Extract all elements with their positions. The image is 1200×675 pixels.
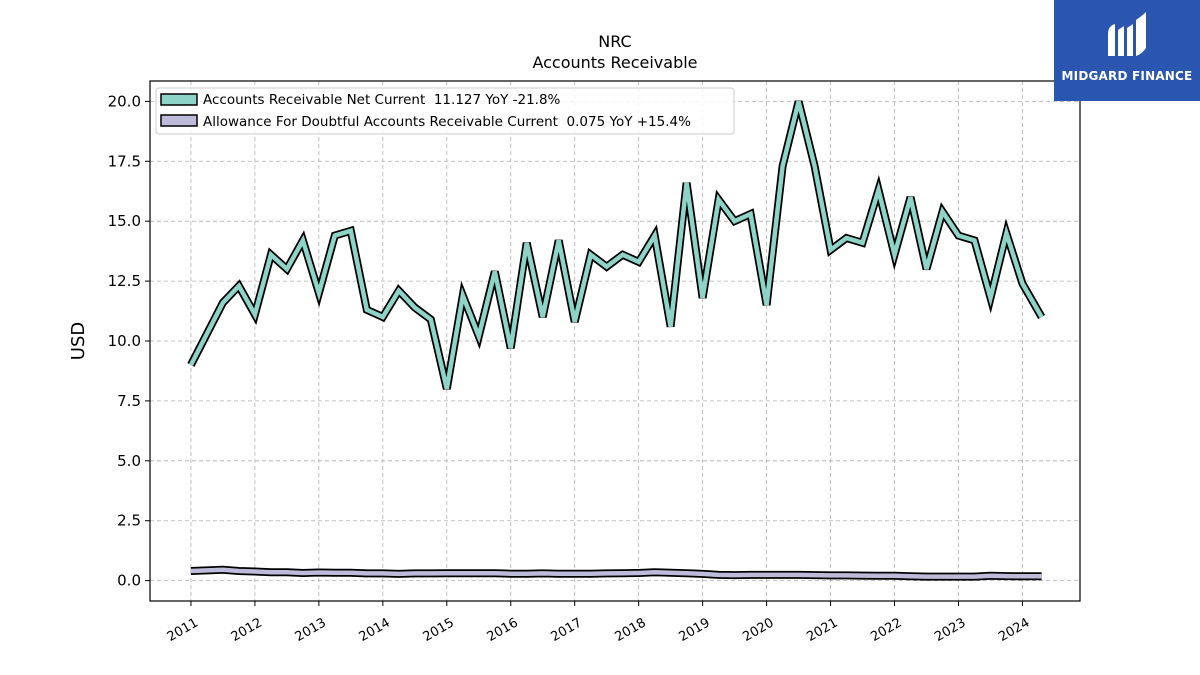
y-tick-label: 2.5 — [117, 512, 141, 530]
x-tick-label: 2015 — [421, 615, 457, 645]
y-tick-label: 12.5 — [108, 272, 141, 290]
x-tick-label: 2011 — [165, 615, 201, 645]
series-1-line — [188, 100, 1044, 390]
x-tick-label: 2017 — [549, 615, 585, 645]
legend-swatch-series-2 — [160, 114, 198, 127]
brand-name: MIDGARD FINANCE — [1061, 69, 1193, 83]
x-tick-label: 2021 — [804, 615, 840, 645]
chart-title: NRC — [598, 32, 631, 51]
y-tick-label: 5.0 — [117, 452, 141, 470]
x-tick-label: 2012 — [229, 615, 265, 645]
legend-swatch-series-1 — [160, 93, 198, 106]
chart-subtitle: Accounts Receivable — [532, 53, 697, 72]
y-tick-label: 20.0 — [108, 92, 141, 110]
y-axis-label: USD — [68, 322, 89, 360]
x-tick-label: 2013 — [293, 615, 329, 645]
x-tick-label: 2022 — [868, 615, 904, 645]
legend: Accounts Receivable Net Current 11.127 Y… — [155, 87, 735, 135]
y-tick-label: 7.5 — [117, 392, 141, 410]
legend-box — [155, 87, 735, 135]
x-tick-label: 2014 — [357, 615, 393, 645]
x-tick-label: 2023 — [932, 615, 968, 645]
x-tick-label: 2019 — [676, 615, 712, 645]
y-tick-label: 17.5 — [108, 152, 141, 170]
legend-label-series-2: Allowance For Doubtful Accounts Receivab… — [203, 114, 691, 130]
y-tick-label: 10.0 — [108, 332, 141, 350]
series-2-line — [190, 567, 1042, 579]
grid — [150, 81, 1080, 601]
x-tick-label: 2016 — [485, 615, 521, 645]
y-axis-ticks: 0.0 2.5 5.0 7.5 10.0 12.5 15.0 17.5 20.0 — [108, 92, 150, 590]
y-tick-label: 0.0 — [117, 572, 141, 590]
x-tick-label: 2018 — [613, 615, 649, 645]
legend-label-series-1: Accounts Receivable Net Current 11.127 Y… — [203, 92, 561, 108]
brand-mark-icon — [1108, 12, 1146, 56]
y-tick-label: 15.0 — [108, 212, 141, 230]
series-lines — [187, 100, 1046, 581]
x-tick-label: 2024 — [996, 615, 1032, 645]
x-axis-ticks: 2011 2012 2013 2014 2015 2016 2017 2018 2019 2020… — [165, 601, 1032, 645]
brand-logo: MIDGARD FINANCE — [1054, 0, 1200, 101]
x-tick-label: 2020 — [740, 615, 776, 645]
